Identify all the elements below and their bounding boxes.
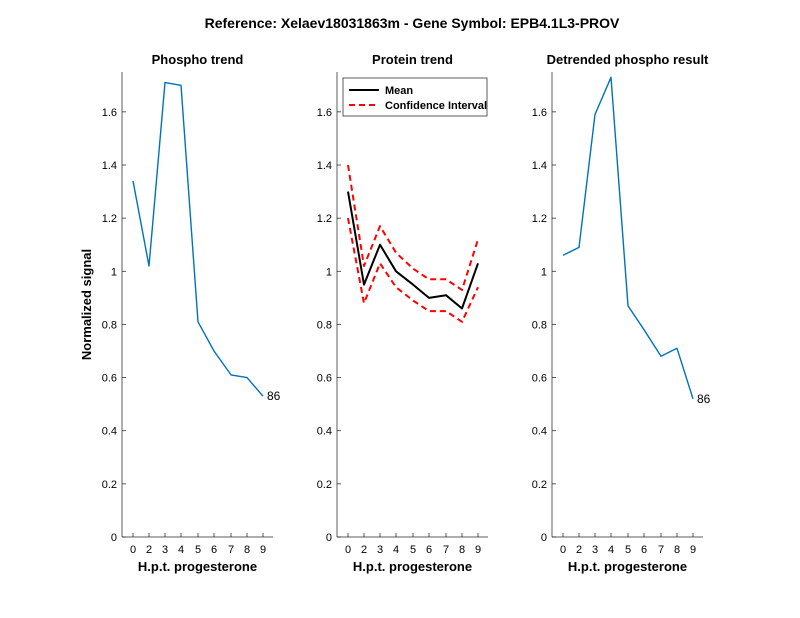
y-tick-label: 1.2	[532, 213, 547, 225]
subplot-title: Detrended phospho result	[547, 52, 709, 67]
x-tick-label: 4	[178, 544, 184, 556]
x-tick-label: 9	[475, 544, 481, 556]
series-end-label: 86	[697, 392, 711, 406]
x-tick-label: 5	[410, 544, 416, 556]
legend-box	[342, 77, 488, 117]
y-tick-label: 1	[326, 266, 332, 278]
x-tick-label: 8	[244, 544, 250, 556]
y-tick-label: 0.6	[532, 373, 547, 385]
y-axis-label: Normalized signal	[79, 249, 94, 360]
legend-entry-label: Mean	[385, 85, 413, 97]
y-tick-label: 0.2	[102, 479, 117, 491]
y-tick-label: 1.2	[317, 213, 332, 225]
x-tick-label: 3	[377, 544, 383, 556]
y-tick-label: 1	[111, 266, 117, 278]
legend: Mean Confidence Interval	[342, 77, 488, 117]
figure-title: Reference: Xelaev18031863m - Gene Symbol…	[205, 15, 620, 31]
x-tick-label: 7	[228, 544, 234, 556]
y-tick-label: 1.6	[317, 107, 332, 119]
y-tick-label: 0.2	[317, 479, 332, 491]
subplot-title: Phospho trend	[152, 52, 244, 67]
phospho-series-line	[562, 76, 694, 400]
x-tick-label: 2	[146, 544, 152, 556]
subplot-title: Protein trend	[372, 52, 453, 67]
y-tick-label: 0	[111, 532, 117, 544]
y-tick-label: 1.6	[102, 107, 117, 119]
ci-upper-series-line	[347, 164, 479, 291]
x-tick-label: 0	[130, 544, 136, 556]
y-tick-label: 0.4	[532, 426, 547, 438]
x-tick-label: 4	[393, 544, 399, 556]
x-tick-label: 7	[443, 544, 449, 556]
x-tick-label: 3	[162, 544, 168, 556]
y-tick-label: 1.4	[317, 160, 332, 172]
y-tick-label: 0.8	[532, 319, 547, 331]
x-tick-label: 6	[641, 544, 647, 556]
y-tick-label: 0.4	[317, 426, 332, 438]
y-tick-label: 1	[541, 266, 547, 278]
y-tick-label: 0.4	[102, 426, 117, 438]
x-tick-label: 6	[211, 544, 217, 556]
x-tick-label: 4	[608, 544, 614, 556]
y-tick-label: 0.2	[532, 479, 547, 491]
x-tick-label: 0	[560, 544, 566, 556]
y-tick-label: 1.6	[532, 107, 547, 119]
y-tick-label: 0.8	[317, 319, 332, 331]
mean-series-line	[347, 191, 479, 310]
y-tick-label: 0.6	[102, 373, 117, 385]
subplot-1: 00.20.40.60.811.21.41.60 2 3 4 5 6 7 8 9Phospho …	[79, 52, 281, 574]
x-tick-label: 5	[195, 544, 201, 556]
subplot-3: 00.20.40.60.811.21.41.60 2 3 4 5 6 7 8 9Detrende…	[532, 52, 711, 574]
y-tick-label: 1.4	[532, 160, 547, 172]
x-axis-label: H.p.t. progesterone	[353, 559, 472, 574]
x-tick-label: 8	[459, 544, 465, 556]
x-tick-label: 8	[674, 544, 680, 556]
x-tick-label: 6	[426, 544, 432, 556]
x-tick-label: 2	[576, 544, 582, 556]
y-tick-label: 0.8	[102, 319, 117, 331]
y-tick-label: 0.6	[317, 373, 332, 385]
x-tick-label: 9	[260, 544, 266, 556]
x-tick-label: 7	[658, 544, 664, 556]
x-tick-label: 2	[361, 544, 367, 556]
subplot-2: 00.20.40.60.811.21.41.60 2 3 4 5 6 7 8 9Protein …	[317, 52, 488, 574]
y-tick-label: 0	[326, 532, 332, 544]
x-tick-label: 9	[690, 544, 696, 556]
y-tick-label: 1.2	[102, 213, 117, 225]
x-tick-label: 0	[345, 544, 351, 556]
phospho-series-line	[132, 81, 264, 397]
ci-lower-series-line	[347, 217, 479, 323]
x-axis-label: H.p.t. progesterone	[568, 559, 687, 574]
x-tick-label: 3	[592, 544, 598, 556]
y-tick-label: 1.4	[102, 160, 117, 172]
series-end-label: 86	[267, 389, 281, 403]
x-tick-label: 5	[625, 544, 631, 556]
y-tick-label: 0	[541, 532, 547, 544]
x-axis-label: H.p.t. progesterone	[138, 559, 257, 574]
legend-entry-label: Confidence Interval	[385, 100, 487, 112]
